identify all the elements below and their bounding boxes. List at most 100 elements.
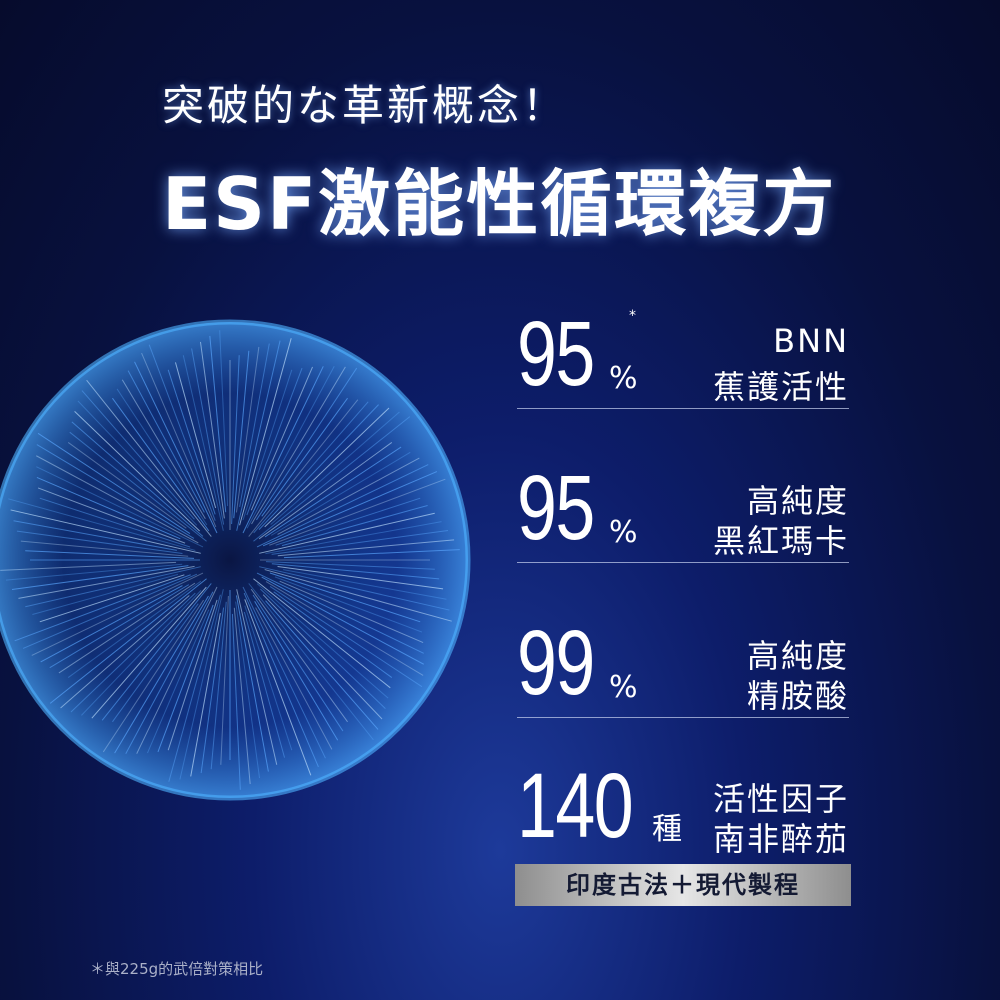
ray [86,379,212,537]
ray [269,586,423,688]
ray [220,595,229,765]
ray [13,520,177,551]
ray [36,455,199,544]
ray [101,583,212,721]
ray [157,604,214,753]
ray [242,586,326,759]
ray [277,565,444,590]
ray [199,341,225,519]
ray [91,586,207,719]
ray [243,592,319,768]
title: ESF激能性循環複方 [162,162,837,246]
banner: 印度古法＋現代製程 [515,864,851,906]
ray [81,590,202,716]
ray [277,457,420,535]
ray [261,397,348,517]
ray [269,478,446,546]
ray [259,512,435,554]
ray [112,397,210,532]
ray [231,613,241,790]
stat-unit: % [609,361,638,396]
ray [265,581,424,676]
ray [5,563,183,581]
ray [127,370,205,513]
ray [233,607,251,785]
ray [273,591,393,678]
ray [39,574,185,623]
ray [258,442,393,540]
ray [112,603,199,723]
ray [210,601,227,770]
ray [67,580,202,678]
ray [190,613,221,777]
ray [256,464,429,548]
ray [252,594,344,732]
stat-mark: * [629,308,636,324]
sphere-graphic [0,319,471,801]
ray [235,601,261,779]
footnote: ＊與225g的武倍對策相比 [90,960,264,978]
rays [0,330,460,790]
ray [31,572,204,656]
ray [242,369,293,521]
ray [248,583,374,741]
ray [219,330,229,507]
ray [134,361,218,534]
stat-label: 蕉護活性 [712,368,849,406]
ray [250,366,313,511]
ray [0,561,177,571]
ray [71,421,204,537]
ray [265,561,435,570]
ray [174,362,217,509]
ray [283,569,447,600]
ray [277,539,455,557]
stat-label: 黑紅瑪卡 [712,522,849,560]
ray [167,599,218,751]
stat-row: 140 種活性因子 南非醉茄 [517,760,849,860]
ray [69,431,207,542]
ray [49,584,190,669]
ray [67,442,187,529]
ray [253,401,369,534]
ray [16,530,183,555]
ray [8,498,196,551]
ray [264,446,402,538]
ray [147,609,210,754]
ray [10,509,201,554]
stat-row: 95% 高純度 黑紅瑪卡 [517,462,849,563]
ray [279,580,424,643]
ray [77,400,198,526]
ray [246,367,303,516]
ray [274,576,423,633]
stat-number: 95 [517,303,595,405]
ray [251,366,346,525]
sphere-body [0,319,471,801]
ray [25,550,195,559]
ray [70,592,196,713]
ray [40,585,183,663]
ray [60,595,190,709]
ray [114,595,209,754]
ray [243,611,286,758]
ray [22,573,198,649]
ray [74,411,200,532]
ray [235,595,269,772]
ray [11,565,189,591]
stat-number: 95 [517,457,595,559]
ray [36,466,204,548]
ray [39,497,191,548]
ray [167,369,216,515]
ray [233,350,250,519]
subtitle: 突破的な革新概念！ [162,81,568,130]
ray [262,594,383,720]
stat-row: 95% * BNN 蕉護活性 [517,308,849,409]
ray [259,566,450,611]
stat-label: 南非醉茄 [712,820,849,858]
ray [283,549,460,559]
ray [58,582,196,674]
ray [25,566,201,608]
ray [209,335,227,513]
ray [264,569,452,622]
ray [148,344,216,521]
